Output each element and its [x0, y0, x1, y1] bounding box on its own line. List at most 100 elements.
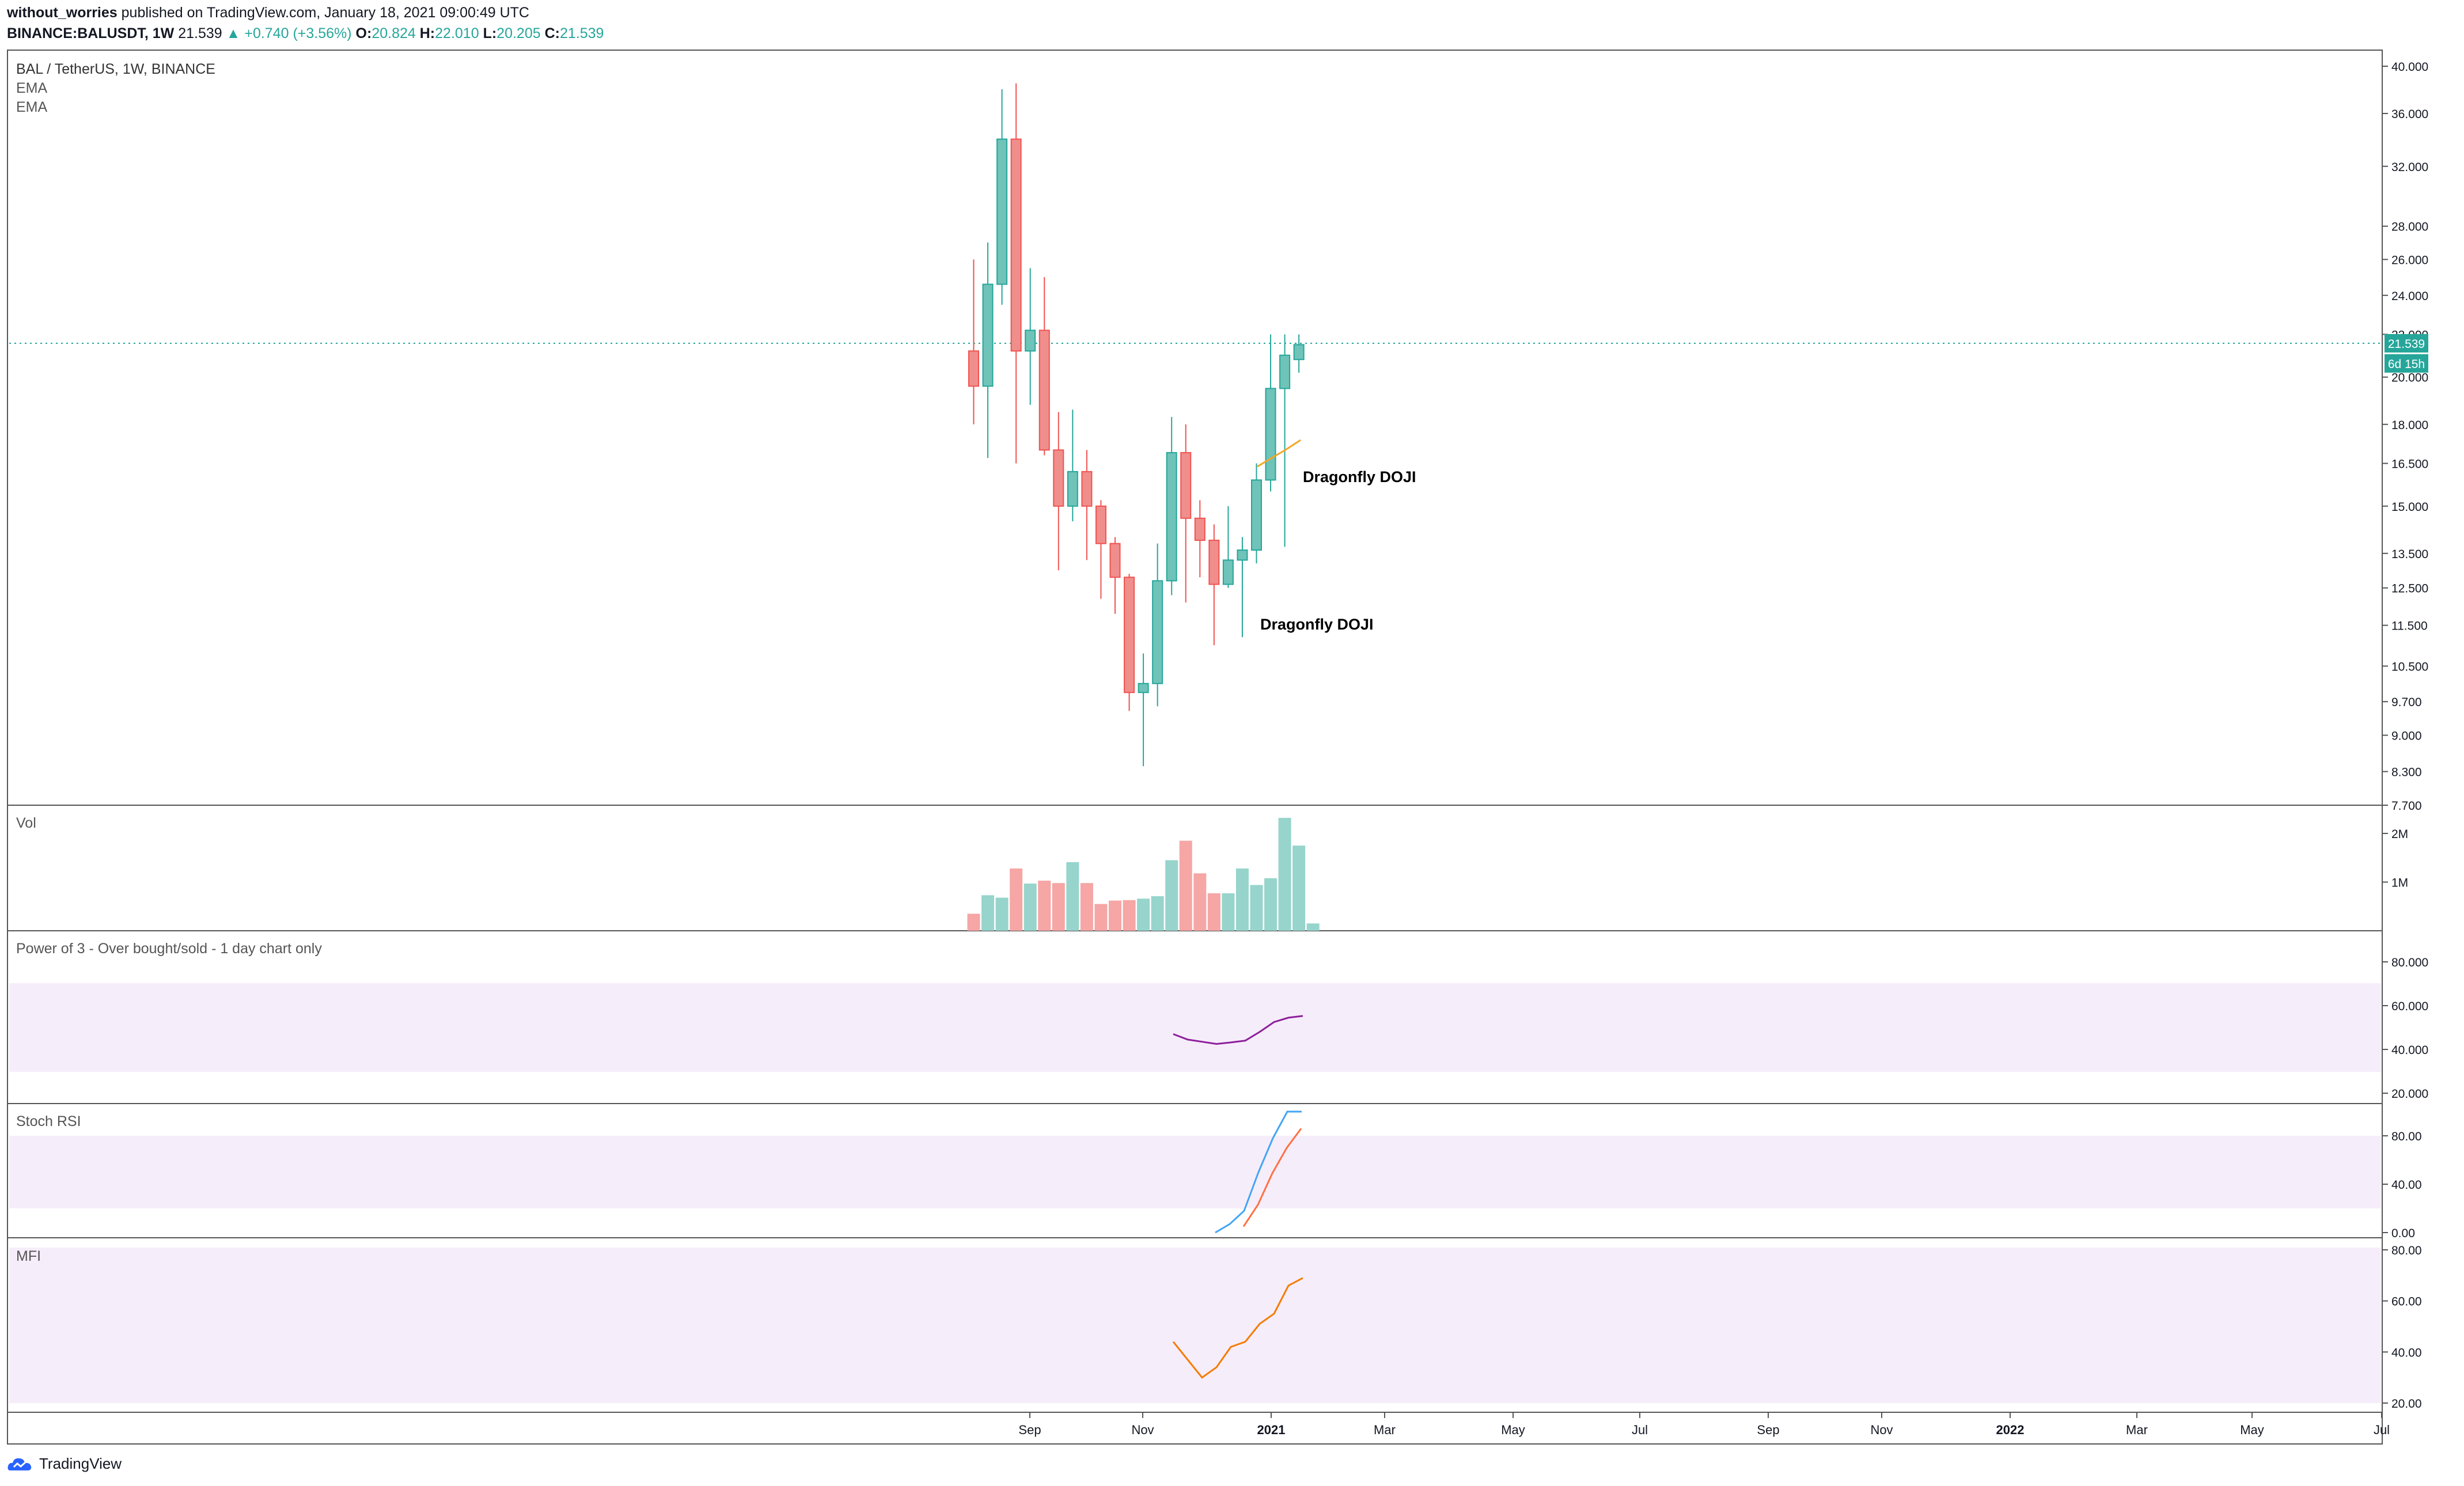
- volume-bar: [1193, 873, 1207, 931]
- tradingview-cloud-icon: [7, 1458, 32, 1470]
- volume-bar: [1123, 900, 1136, 931]
- stoch-band: [9, 1136, 2381, 1208]
- symbol-label: BINANCE:BALUSDT, 1W: [7, 25, 175, 41]
- stoch-label[interactable]: Stoch RSI: [16, 1113, 81, 1129]
- volume-bar: [1137, 899, 1150, 931]
- candle-body: [1067, 471, 1078, 507]
- legend-ema-1[interactable]: EMA: [16, 80, 48, 96]
- time-tick-label: Mar: [1374, 1423, 1396, 1437]
- last-price: 21.539: [178, 25, 222, 41]
- volume-bar: [1010, 868, 1023, 931]
- mfi-line: [1172, 1277, 1303, 1379]
- volume-bar: [967, 913, 980, 931]
- candle-body: [1025, 329, 1036, 352]
- candle-body: [968, 350, 979, 387]
- publish-line: without_worries published on TradingView…: [7, 2, 604, 23]
- chart-header: without_worries published on TradingView…: [7, 2, 604, 44]
- price-tick-label: 11.500: [2391, 620, 2428, 633]
- volume-bar: [1250, 885, 1263, 931]
- volume-bar: [995, 897, 1009, 931]
- close-value: 21.539: [559, 25, 604, 41]
- power-tick-label: 60.000: [2391, 1000, 2428, 1013]
- high-value: 22.010: [435, 25, 479, 41]
- volume-bar: [1109, 900, 1121, 931]
- ohlc-line: BINANCE:BALUSDT, 1W 21.539 ▲ +0.740 (+3.…: [7, 23, 604, 44]
- mfi-label[interactable]: MFI: [16, 1248, 41, 1264]
- volume-bar: [1264, 878, 1278, 931]
- volume-bar: [1080, 883, 1093, 931]
- price-tick-label: 9.000: [2391, 730, 2422, 743]
- candle-body: [982, 283, 994, 387]
- power-tick-label: 20.000: [2391, 1087, 2428, 1101]
- legend-title[interactable]: BAL / TetherUS, 1W, BINANCE: [16, 61, 215, 77]
- power-line: [1173, 1015, 1303, 1045]
- volume-bar: [1165, 860, 1178, 931]
- candle-body: [1038, 329, 1050, 451]
- price-tick-label: 8.300: [2391, 766, 2422, 779]
- time-tick-label: Jul: [2374, 1423, 2390, 1437]
- volume-bar: [1094, 904, 1108, 931]
- price-tick-label: 12.500: [2391, 582, 2428, 596]
- stoch-d-line: [1242, 1128, 1302, 1227]
- candle-body: [1237, 549, 1248, 561]
- time-tick-label: 2021: [1257, 1423, 1286, 1437]
- stoch-tick-label: 0.00: [2391, 1227, 2415, 1240]
- volume-bar: [1207, 893, 1220, 931]
- candle-body: [1138, 683, 1149, 693]
- ema-line: [1257, 439, 1301, 468]
- candle-body: [996, 138, 1008, 285]
- price-tick-label: 32.000: [2391, 161, 2428, 174]
- candle-body: [1152, 580, 1163, 684]
- price-change: ▲ +0.740 (+3.56%): [226, 25, 352, 41]
- mfi-band: [9, 1248, 2381, 1403]
- volume-bar: [1235, 868, 1249, 931]
- high-label: H:: [419, 25, 435, 41]
- legend-ema-2[interactable]: EMA: [16, 99, 48, 115]
- volume-bar: [1023, 884, 1037, 931]
- stoch-tick-label: 80.00: [2391, 1130, 2422, 1143]
- annotation-dragonfly-doji[interactable]: Dragonfly DOJI: [1260, 616, 1374, 633]
- price-tick-label: 16.500: [2391, 458, 2428, 471]
- countdown-tag: [2385, 354, 2428, 373]
- tradingview-logo[interactable]: TradingView: [7, 1455, 122, 1473]
- candle-body: [1279, 354, 1291, 389]
- candle-body: [1194, 517, 1206, 541]
- time-tick-label: Nov: [1870, 1423, 1893, 1437]
- candle-body: [1180, 452, 1192, 519]
- volume-tick-label: 1M: [2391, 877, 2408, 890]
- candle-body: [1208, 540, 1220, 585]
- volume-tick-label: 2M: [2391, 828, 2408, 841]
- stoch-tick-label: 40.00: [2391, 1178, 2422, 1192]
- publish-info: published on TradingView.com, January 18…: [121, 5, 529, 21]
- annotation-dragonfly-doji[interactable]: Dragonfly DOJI: [1303, 468, 1416, 486]
- price-tick-label: 28.000: [2391, 221, 2428, 234]
- volume-bar: [1179, 840, 1192, 931]
- vol-label[interactable]: Vol: [16, 815, 36, 831]
- open-label: O:: [355, 25, 372, 41]
- price-tick-label: 15.000: [2391, 501, 2428, 514]
- price-tick-label: 24.000: [2391, 290, 2428, 303]
- time-tick-label: 2022: [1996, 1423, 2025, 1437]
- candle-body: [1124, 577, 1135, 693]
- volume-bar: [1306, 923, 1320, 931]
- price-tick-label: 40.000: [2391, 60, 2428, 74]
- price-tick-label: 7.700: [2391, 799, 2422, 813]
- price-tick-label: 26.000: [2391, 253, 2428, 267]
- power-label[interactable]: Power of 3 - Over bought/sold - 1 day ch…: [16, 941, 322, 957]
- publisher-name[interactable]: without_worries: [7, 5, 117, 21]
- mfi-tick-label: 40.00: [2391, 1346, 2422, 1359]
- price-tick-label: 13.500: [2391, 548, 2428, 561]
- low-label: L:: [483, 25, 497, 41]
- price-tick-label: 36.000: [2391, 108, 2428, 121]
- candle-body: [1166, 452, 1177, 582]
- candle-body: [1265, 388, 1276, 481]
- chart-frame: [7, 50, 2383, 1445]
- time-tick-label: May: [2240, 1423, 2264, 1437]
- volume-bar: [1222, 893, 1235, 931]
- power-tick-label: 40.000: [2391, 1044, 2428, 1057]
- last-price-tag: [2385, 334, 2428, 352]
- stoch-k-line: [1215, 1110, 1302, 1234]
- volume-bar: [1292, 846, 1306, 931]
- main-legend: BAL / TetherUS, 1W, BINANCE EMA EMA: [16, 60, 215, 117]
